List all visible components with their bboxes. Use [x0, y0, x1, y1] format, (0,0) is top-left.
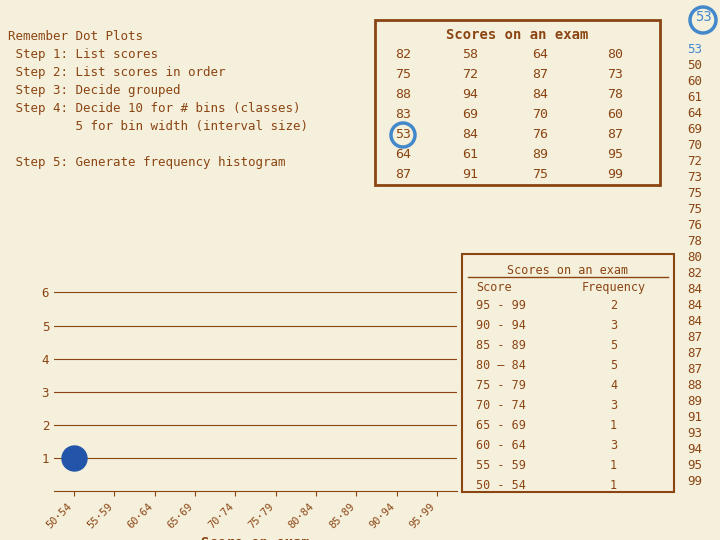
Text: 88: 88 [395, 89, 411, 102]
FancyBboxPatch shape [375, 20, 660, 185]
Text: 3: 3 [610, 399, 617, 412]
Text: 64: 64 [532, 49, 548, 62]
Text: 55 - 59: 55 - 59 [476, 459, 526, 472]
Text: 60: 60 [607, 109, 623, 122]
Text: 76: 76 [532, 129, 548, 141]
Text: 93: 93 [688, 427, 703, 440]
Text: 5: 5 [610, 359, 617, 372]
Text: Step 1: List scores: Step 1: List scores [8, 48, 158, 61]
Text: 75: 75 [688, 187, 703, 200]
Text: 82: 82 [688, 267, 703, 280]
Text: 69: 69 [688, 123, 703, 136]
Text: 80 – 84: 80 – 84 [476, 359, 526, 372]
Text: 60: 60 [688, 75, 703, 88]
Text: 87: 87 [532, 69, 548, 82]
Text: 99: 99 [607, 168, 623, 181]
Text: 1: 1 [610, 479, 617, 492]
Text: 69: 69 [462, 109, 478, 122]
Text: 91: 91 [462, 168, 478, 181]
Text: 95: 95 [607, 148, 623, 161]
Text: 73: 73 [607, 69, 623, 82]
Text: 72: 72 [688, 155, 703, 168]
Text: 72: 72 [462, 69, 478, 82]
Text: 89: 89 [688, 395, 703, 408]
X-axis label: Score on exam: Score on exam [201, 536, 310, 540]
Text: 82: 82 [395, 49, 411, 62]
Text: 87: 87 [688, 347, 703, 360]
Text: 60 - 64: 60 - 64 [476, 439, 526, 452]
Text: 3: 3 [610, 439, 617, 452]
Text: 3: 3 [610, 319, 617, 332]
Text: 5 for bin width (interval size): 5 for bin width (interval size) [8, 120, 308, 133]
Text: 83: 83 [395, 109, 411, 122]
Text: Step 2: List scores in order: Step 2: List scores in order [8, 66, 225, 79]
Text: 99: 99 [688, 475, 703, 488]
Text: 91: 91 [688, 411, 703, 424]
Text: 61: 61 [462, 148, 478, 161]
Text: 4: 4 [610, 379, 617, 392]
Text: 94: 94 [688, 443, 703, 456]
Text: 84: 84 [688, 315, 703, 328]
Text: 87: 87 [688, 363, 703, 376]
Text: 75 - 79: 75 - 79 [476, 379, 526, 392]
Text: 53: 53 [688, 43, 703, 56]
Text: 64: 64 [688, 107, 703, 120]
Text: Frequency: Frequency [582, 281, 646, 294]
Text: 89: 89 [532, 148, 548, 161]
Text: 95: 95 [688, 459, 703, 472]
Text: 80: 80 [688, 251, 703, 264]
Text: Step 4: Decide 10 for # bins (classes): Step 4: Decide 10 for # bins (classes) [8, 102, 300, 115]
Text: Scores on an exam: Scores on an exam [508, 264, 629, 277]
Text: 2: 2 [610, 299, 617, 312]
Text: 65 - 69: 65 - 69 [476, 419, 526, 432]
Text: 70: 70 [688, 139, 703, 152]
Text: 75: 75 [688, 203, 703, 216]
Text: 73: 73 [688, 171, 703, 184]
Text: Remember Dot Plots: Remember Dot Plots [8, 30, 143, 43]
Text: 75: 75 [395, 69, 411, 82]
Text: 78: 78 [688, 235, 703, 248]
Text: 5: 5 [610, 339, 617, 352]
Text: 87: 87 [607, 129, 623, 141]
Text: 76: 76 [688, 219, 703, 232]
Text: Scores on an exam: Scores on an exam [446, 28, 589, 42]
Text: 64: 64 [395, 148, 411, 161]
Text: 61: 61 [688, 91, 703, 104]
Text: 1: 1 [610, 419, 617, 432]
Text: 84: 84 [688, 299, 703, 312]
Text: 50 - 54: 50 - 54 [476, 479, 526, 492]
Text: 87: 87 [395, 168, 411, 181]
Text: 1: 1 [610, 459, 617, 472]
FancyBboxPatch shape [462, 254, 674, 492]
Text: 75: 75 [532, 168, 548, 181]
Text: 85 - 89: 85 - 89 [476, 339, 526, 352]
Text: Score: Score [476, 281, 512, 294]
Text: Step 5: Generate frequency histogram: Step 5: Generate frequency histogram [8, 156, 286, 169]
Text: 50: 50 [688, 59, 703, 72]
Text: 95 - 99: 95 - 99 [476, 299, 526, 312]
Text: 84: 84 [688, 283, 703, 296]
Text: 84: 84 [462, 129, 478, 141]
Text: 53: 53 [395, 129, 411, 141]
Text: 90 - 94: 90 - 94 [476, 319, 526, 332]
Text: 78: 78 [607, 89, 623, 102]
Text: 88: 88 [688, 379, 703, 392]
Text: 94: 94 [462, 89, 478, 102]
Text: 58: 58 [462, 49, 478, 62]
Text: 53: 53 [695, 10, 711, 24]
Text: 70 - 74: 70 - 74 [476, 399, 526, 412]
Text: 80: 80 [607, 49, 623, 62]
Text: 87: 87 [688, 331, 703, 344]
Text: Step 3: Decide grouped: Step 3: Decide grouped [8, 84, 181, 97]
Text: 70: 70 [532, 109, 548, 122]
Text: 84: 84 [532, 89, 548, 102]
